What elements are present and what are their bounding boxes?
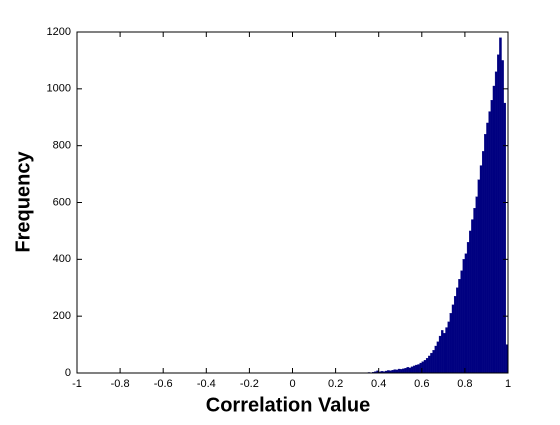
x-tick-label: 0.6 [414, 378, 429, 390]
bar [474, 208, 476, 373]
bar [478, 180, 480, 373]
bar [480, 166, 482, 373]
bar [467, 242, 469, 373]
bar [465, 254, 467, 373]
bar [486, 123, 488, 373]
bar [456, 288, 458, 373]
bar [441, 330, 443, 373]
y-tick-label: 200 [53, 310, 71, 322]
bar [504, 103, 506, 373]
x-tick-label: 1 [505, 378, 511, 390]
bar [495, 72, 497, 373]
y-tick-label: 1200 [47, 26, 71, 38]
bar [424, 360, 426, 373]
bar [497, 55, 499, 373]
bar [461, 271, 463, 373]
bar [476, 197, 478, 373]
bar [463, 259, 465, 373]
y-tick-label: 400 [53, 253, 71, 265]
bar [411, 367, 413, 373]
bar [413, 366, 415, 373]
bar [435, 346, 437, 373]
bar [450, 313, 452, 373]
bar [437, 342, 439, 373]
bar [443, 333, 445, 373]
y-tick-label: 600 [53, 196, 71, 208]
y-tick-label: 1000 [47, 83, 71, 95]
x-tick-label: -0.6 [154, 378, 173, 390]
y-tick-label: 0 [65, 367, 71, 379]
bar [469, 231, 471, 373]
x-tick-label: 0 [289, 378, 295, 390]
bar [452, 305, 454, 373]
x-tick-label: -0.8 [111, 378, 130, 390]
bar [394, 370, 396, 373]
bar [448, 322, 450, 373]
bar [454, 296, 456, 373]
bar [415, 365, 417, 373]
bar [458, 279, 460, 373]
bar [471, 220, 473, 373]
bar [491, 100, 493, 373]
bar [398, 369, 400, 373]
bar [482, 151, 484, 373]
bar [430, 353, 432, 373]
x-tick-label: 0.2 [328, 378, 343, 390]
x-axis-label: Correlation Value [206, 394, 371, 416]
bar [407, 367, 409, 373]
bar [402, 369, 404, 373]
x-tick-label: -1 [72, 378, 82, 390]
y-axis-label: Frequency [12, 151, 34, 253]
x-tick-label: 0.8 [457, 378, 472, 390]
bar [409, 368, 411, 373]
x-tick-label: -0.4 [197, 378, 216, 390]
bar [502, 60, 504, 373]
x-tick-label: -0.2 [240, 378, 259, 390]
bar [439, 336, 441, 373]
y-tick-label: 800 [53, 140, 71, 152]
bar [493, 86, 495, 373]
bar [405, 368, 407, 373]
bar [484, 134, 486, 373]
bar [433, 350, 435, 373]
bar [417, 364, 419, 373]
bar [400, 369, 402, 373]
bar [428, 356, 430, 373]
x-tick-label: 0.4 [371, 378, 386, 390]
bar [446, 328, 448, 373]
bar [499, 38, 501, 373]
bar [489, 112, 491, 373]
bar [426, 358, 428, 373]
